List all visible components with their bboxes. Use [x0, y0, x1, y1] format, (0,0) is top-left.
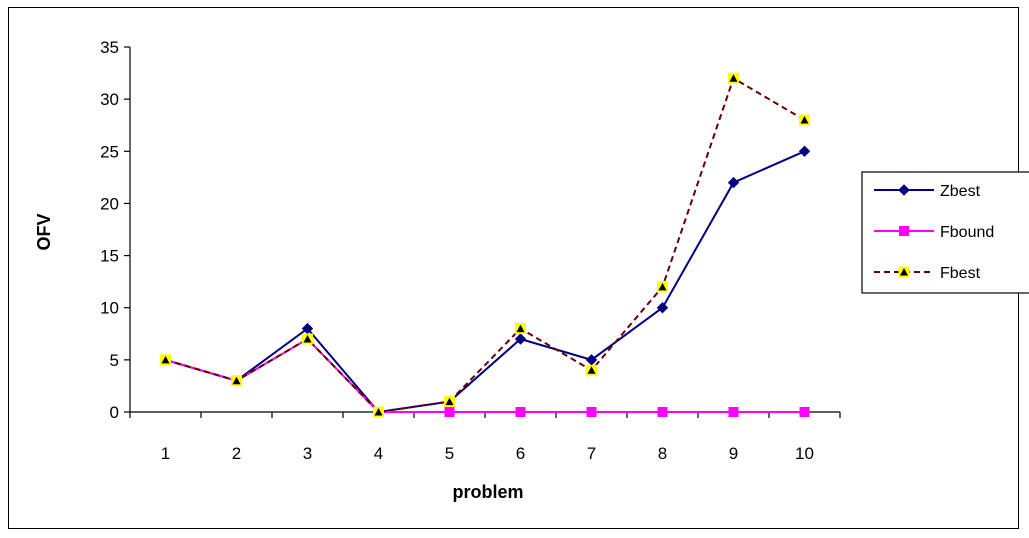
series-line-fbound: [166, 339, 805, 412]
data-point-fbound: [729, 408, 738, 417]
data-point-zbest: [800, 146, 810, 156]
y-tick-label: 0: [110, 403, 119, 422]
x-tick-label: 10: [795, 444, 814, 463]
y-tick-label: 20: [100, 194, 119, 213]
legend-label: Fbest: [940, 265, 981, 282]
data-point-fbound: [516, 408, 525, 417]
x-tick-label: 2: [232, 444, 241, 463]
series-line-zbest: [166, 151, 805, 412]
x-tick-label: 4: [374, 444, 383, 463]
legend-label: Fbound: [940, 224, 994, 241]
x-tick-label: 7: [587, 444, 596, 463]
y-tick-label: 10: [100, 299, 119, 318]
y-tick-label: 35: [100, 38, 119, 57]
data-point-zbest: [729, 178, 739, 188]
data-point-fbound: [445, 408, 454, 417]
x-tick-label: 9: [729, 444, 738, 463]
data-point-fbound: [587, 408, 596, 417]
y-tick-label: 30: [100, 90, 119, 109]
legend-marker-fbound: [900, 227, 909, 236]
x-tick-label: 8: [658, 444, 667, 463]
data-point-fbound: [800, 408, 809, 417]
y-axis-title: OFV: [34, 213, 54, 250]
data-point-fbound: [658, 408, 667, 417]
legend-label: Zbest: [940, 183, 981, 200]
y-tick-label: 25: [100, 142, 119, 161]
x-tick-label: 3: [303, 444, 312, 463]
x-tick-label: 1: [161, 444, 170, 463]
y-tick-label: 15: [100, 247, 119, 266]
x-axis-title: problem: [452, 482, 523, 502]
x-tick-label: 5: [445, 444, 454, 463]
x-tick-label: 6: [516, 444, 525, 463]
y-tick-label: 5: [110, 351, 119, 370]
legend: Zbest Fbound Fbest: [862, 172, 1029, 293]
plot-area: 0 5 10 15 20 25 30 35 1 2 3 4 5 6 7 8 9 10: [100, 38, 840, 463]
